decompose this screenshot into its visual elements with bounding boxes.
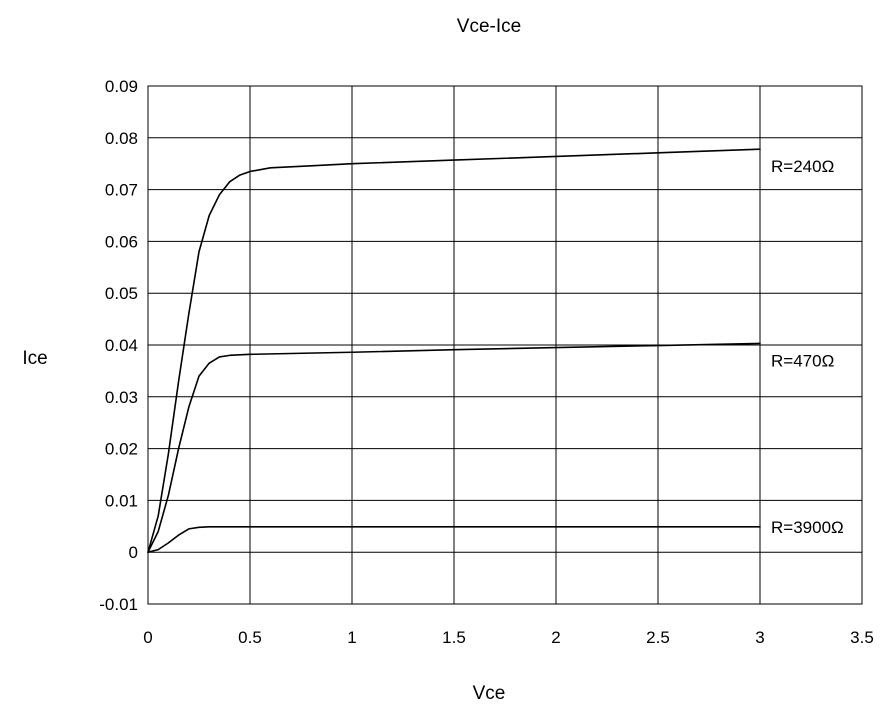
series-line [147, 148, 761, 554]
x-tick-labels: 0 0.5 1 1.5 2 2.5 3 3.5 [143, 628, 874, 647]
y-tick-label: 0.04 [105, 336, 138, 355]
y-tick-labels: 0.09 0.08 0.07 0.06 0.05 0.04 0.03 0.02 0.01 0 -0.… [99, 77, 138, 614]
y-tick-label: 0.06 [105, 232, 138, 251]
x-tick-label: 3.5 [850, 628, 874, 647]
x-tick-label: 1.5 [442, 628, 466, 647]
series-label: R=3900Ω [771, 518, 844, 537]
series-lines [147, 148, 761, 554]
y-tick-label: -0.01 [99, 595, 138, 614]
x-tick-label: 1 [347, 628, 356, 647]
x-tick-label: 0.5 [238, 628, 262, 647]
grid [147, 85, 863, 605]
y-tick-label: 0.08 [105, 129, 138, 148]
y-tick-label: 0.07 [105, 181, 138, 200]
y-tick-label: 0.09 [105, 77, 138, 96]
plot-frame [147, 85, 863, 605]
series-line [147, 526, 761, 554]
series-label: R=470Ω [771, 351, 834, 370]
x-tick-label: 0 [143, 628, 152, 647]
y-tick-label: 0.03 [105, 388, 138, 407]
y-axis-title: Ice [22, 348, 47, 369]
series-label: R=240Ω [771, 157, 834, 176]
series-line [147, 342, 761, 554]
x-axis-title: Vce [473, 683, 506, 704]
series-labels: R=240Ω R=470Ω R=3900Ω [771, 157, 844, 537]
y-tick-label: 0.05 [105, 284, 138, 303]
y-tick-label: 0.02 [105, 440, 138, 459]
chart-title: Vce-Ice [457, 16, 521, 37]
y-tick-label: 0.01 [105, 491, 138, 510]
x-tick-label: 3 [755, 628, 764, 647]
x-tick-label: 2.5 [646, 628, 670, 647]
x-tick-label: 2 [551, 628, 560, 647]
y-tick-label: 0 [129, 543, 138, 562]
